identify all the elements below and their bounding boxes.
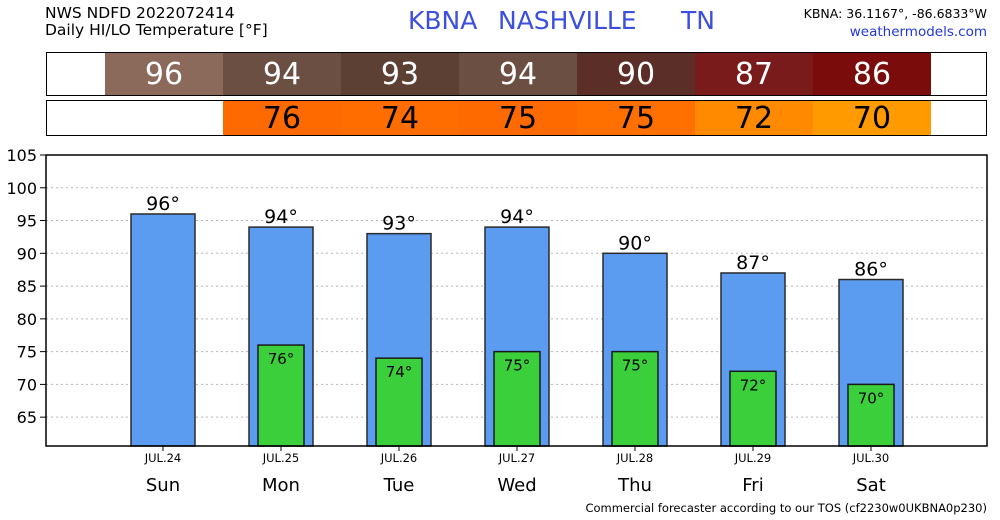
x-day-label: Tue <box>383 475 415 496</box>
low-temp-bar <box>493 350 541 447</box>
low-strip-cell: 75 <box>459 101 577 136</box>
low-strip-cell: 70 <box>813 101 931 136</box>
y-tick-label: 75 <box>17 343 37 362</box>
high-strip-cell: 87 <box>695 53 813 95</box>
low-temp-bar <box>375 357 423 447</box>
low-temperature-strip: 76 74 75 75 72 70 <box>46 100 987 136</box>
high-temp-label: 94° <box>264 206 298 228</box>
station-name: NASHVILLE <box>498 6 637 35</box>
x-day-label: Fri <box>742 475 763 496</box>
y-tick-label: 85 <box>17 277 37 296</box>
plot-frame <box>45 154 988 447</box>
x-date-label: JUL.24 <box>144 451 182 465</box>
low-strip-cell: 74 <box>341 101 459 136</box>
y-tick-label: 105 <box>6 146 37 165</box>
y-tick-label: 80 <box>17 310 37 329</box>
x-day-label: Mon <box>262 475 300 496</box>
low-temp-bar <box>729 370 777 447</box>
low-temp-bar <box>847 383 895 447</box>
x-day-label: Sun <box>146 475 180 496</box>
low-temp-bar <box>257 344 305 447</box>
low-strip-cell: 72 <box>695 101 813 136</box>
low-temp-label: 74° <box>386 363 413 381</box>
x-date-label: JUL.28 <box>616 451 654 465</box>
high-temp-label: 90° <box>618 232 652 254</box>
low-temp-label: 75° <box>622 357 649 375</box>
high-temp-label: 86° <box>854 259 888 281</box>
low-temp-label: 70° <box>858 389 885 407</box>
x-day-label: Sat <box>856 475 886 496</box>
y-tick-label: 70 <box>17 375 37 394</box>
low-strip-cell: 76 <box>223 101 341 136</box>
low-temp-label: 76° <box>268 350 295 368</box>
x-date-label: JUL.25 <box>262 451 300 465</box>
x-date-label: JUL.26 <box>380 451 418 465</box>
footer-note: Commercial forecaster according to our T… <box>585 501 987 515</box>
high-temp-label: 94° <box>500 206 534 228</box>
y-tick-label: 100 <box>6 179 37 198</box>
low-strip-cell: 75 <box>577 101 695 136</box>
low-temp-label: 75° <box>504 357 531 375</box>
high-temp-label: 93° <box>382 213 416 235</box>
high-strip-cell: 96 <box>105 53 223 95</box>
chart-title: NWS NDFD 2022072414 <box>45 4 235 22</box>
x-date-label: JUL.30 <box>852 451 890 465</box>
high-strip-cell: 86 <box>813 53 931 95</box>
high-strip-cell: 94 <box>223 53 341 95</box>
high-temp-label: 87° <box>736 252 770 274</box>
low-temp-bar <box>611 350 659 447</box>
high-temperature-strip: 96 94 93 94 90 87 86 <box>46 52 987 96</box>
y-tick-label: 65 <box>17 408 37 427</box>
station-state: TN <box>681 6 715 35</box>
y-tick-label: 90 <box>17 244 37 263</box>
chart-subtitle: Daily HI/LO Temperature [°F] <box>45 21 268 39</box>
high-temp-label: 96° <box>146 193 180 215</box>
high-strip-cell: 93 <box>341 53 459 95</box>
high-strip-cell: 94 <box>459 53 577 95</box>
x-date-label: JUL.27 <box>498 451 536 465</box>
low-temp-label: 72° <box>740 376 767 394</box>
station-coordinates: KBNA: 36.1167°, -86.6833°W <box>803 6 987 21</box>
high-strip-cell: 90 <box>577 53 695 95</box>
high-temp-bar <box>130 213 196 447</box>
x-day-label: Wed <box>497 475 536 496</box>
station-id: KBNA <box>408 6 478 35</box>
x-date-label: JUL.29 <box>734 451 772 465</box>
x-day-label: Thu <box>617 475 652 496</box>
site-link[interactable]: weathermodels.com <box>849 24 987 40</box>
y-tick-label: 95 <box>17 212 37 231</box>
